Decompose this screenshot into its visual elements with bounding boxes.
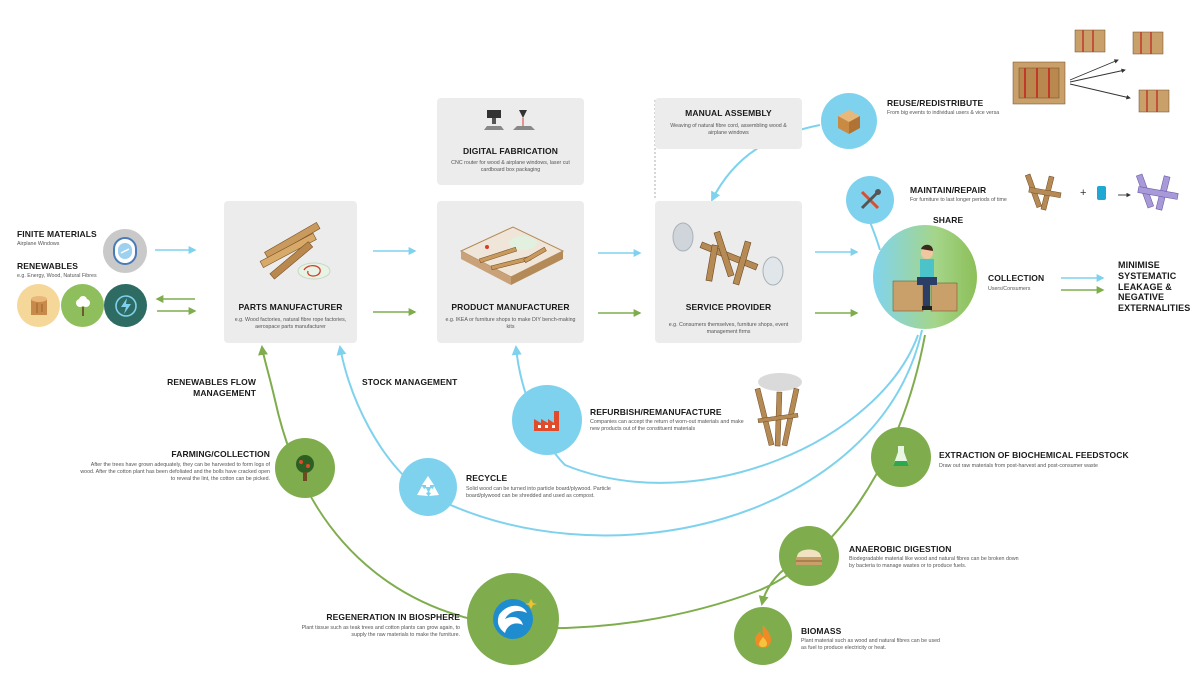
energy-icon	[104, 284, 147, 327]
factory-icon	[512, 385, 582, 455]
reuse-arrow-3	[1069, 83, 1131, 100]
biomass-desc: Plant material such as wood and natural …	[801, 638, 940, 652]
reuse-title: REUSE/REDISTRIBUTE	[887, 98, 984, 108]
manual-assembly-card: MANUAL ASSEMBLY Weaving of natural fibre…	[655, 98, 802, 149]
regeneration-title: REGENERATION IN BIOSPHERE	[326, 612, 460, 622]
loop-reuse	[711, 124, 821, 202]
reuse-furniture-illustration	[1012, 29, 1170, 113]
tree-icon	[275, 438, 335, 498]
refurbish-desc: Companies can accept the return of worn-…	[590, 419, 744, 433]
reuse-box-icon	[821, 93, 877, 149]
product-manufacturer-desc: e.g. IKEA or furniture shops to make DIY…	[445, 317, 576, 331]
user-on-bench-illustration	[892, 244, 958, 312]
digital-fabrication-title: DIGITAL FABRICATION	[463, 146, 558, 156]
collection-desc: Users/Consumers	[988, 286, 1031, 292]
service-provider-title: SERVICE PROVIDER	[685, 302, 772, 312]
stock-management-title: STOCK MANAGEMENT	[362, 377, 458, 387]
regeneration-icon	[467, 573, 559, 665]
flask-icon	[871, 427, 931, 487]
wood-log-icon	[17, 284, 60, 327]
reuse-desc: From big events to individual users & vi…	[887, 110, 1000, 116]
maintain-desc: For furniture to last longer periods of …	[910, 197, 1007, 203]
airplane-window-icon	[103, 229, 147, 273]
regeneration-desc: Plant tissue such as teak trees and cott…	[301, 625, 460, 639]
outcome-title: MINIMISE SYSTEMATIC LEAKAGE & NEGATIVE E…	[1118, 260, 1191, 314]
wood-parts-illustration	[259, 221, 331, 280]
manual-assembly-desc: Weaving of natural fibre cord, assemblin…	[670, 123, 787, 137]
tools-icon	[846, 176, 894, 224]
worn-chair-illustration	[1025, 173, 1062, 211]
loop-maintain	[869, 221, 881, 251]
loop-recycle	[336, 329, 923, 537]
spool-icon	[1097, 186, 1106, 200]
manual-assembly-title: MANUAL ASSEMBLY	[685, 108, 772, 118]
repaired-chair-illustration	[1135, 173, 1179, 211]
parts-manufacturer-card: PARTS MANUFACTURER e.g. Wood factories, …	[224, 201, 357, 343]
recycle-icon	[399, 458, 457, 516]
renewables-title: RENEWABLES	[17, 261, 78, 271]
extraction-title: Extraction of biochemical feedstock	[939, 450, 1129, 460]
anaerobic-desc: Biodegradable material like wood and nat…	[849, 556, 1019, 570]
service-provider-card: SERVICE PROVIDER e.g. Consumers themselv…	[655, 201, 802, 343]
anaerobic-title: ANAEROBIC DIGESTION	[849, 544, 952, 554]
cotton-icon	[61, 284, 104, 327]
parts-manufacturer-title: PARTS MANUFACTURER	[238, 302, 343, 312]
bench-with-windows-illustration	[672, 222, 784, 286]
finite-materials-title: FINITE MATERIALS	[17, 229, 97, 239]
share-title: SHARE	[933, 215, 964, 225]
recycle-desc: Solid wood can be turned into particle b…	[466, 486, 611, 500]
collection-circle	[873, 225, 977, 329]
extraction-desc: Draw out raw materials from post-harvest…	[939, 463, 1098, 469]
recycle-title: RECYCLE	[466, 473, 508, 483]
digital-fabrication-card: DIGITAL FABRICATION CNC router for wood …	[437, 98, 584, 185]
reuse-arrow-1	[1069, 59, 1119, 81]
plus-sign: +	[1080, 187, 1087, 199]
biomass-title: BIOMASS	[801, 626, 842, 636]
renewables-sub: e.g. Energy, Wood, Natural Fibres	[17, 273, 97, 279]
product-manufacturer-card: PRODUCT MANUFACTURER e.g. IKEA or furnit…	[437, 201, 584, 343]
product-manufacturer-title: PRODUCT MANUFACTURER	[451, 302, 570, 312]
fire-icon	[734, 607, 792, 665]
remanufactured-stool-illustration	[754, 373, 802, 447]
parts-manufacturer-desc: e.g. Wood factories, natural fibre rope …	[234, 317, 347, 331]
service-provider-desc: e.g. Consumers themselves, furniture sho…	[668, 322, 789, 336]
refurbish-title: REFURBISH/REMANUFACTURE	[590, 407, 722, 417]
farming-desc: After the trees have grown adequately, t…	[80, 462, 270, 483]
diy-kit-box-illustration	[459, 226, 565, 285]
finite-materials-sub: Airplane Windows	[17, 241, 60, 247]
cnc-laser-icon	[484, 110, 535, 130]
digester-icon	[779, 526, 839, 586]
digital-fabrication-desc: CNC router for wood & airplane windows, …	[451, 160, 570, 174]
farming-title: FARMING/COLLECTION	[171, 449, 270, 459]
maintain-title: MAINTAIN/REPAIR	[910, 185, 987, 195]
collection-title: COLLECTION	[988, 273, 1045, 283]
renewables-flow-title: RENEWABLES FLOW MANAGEMENT	[167, 377, 256, 399]
reuse-arrow-2	[1069, 68, 1126, 83]
